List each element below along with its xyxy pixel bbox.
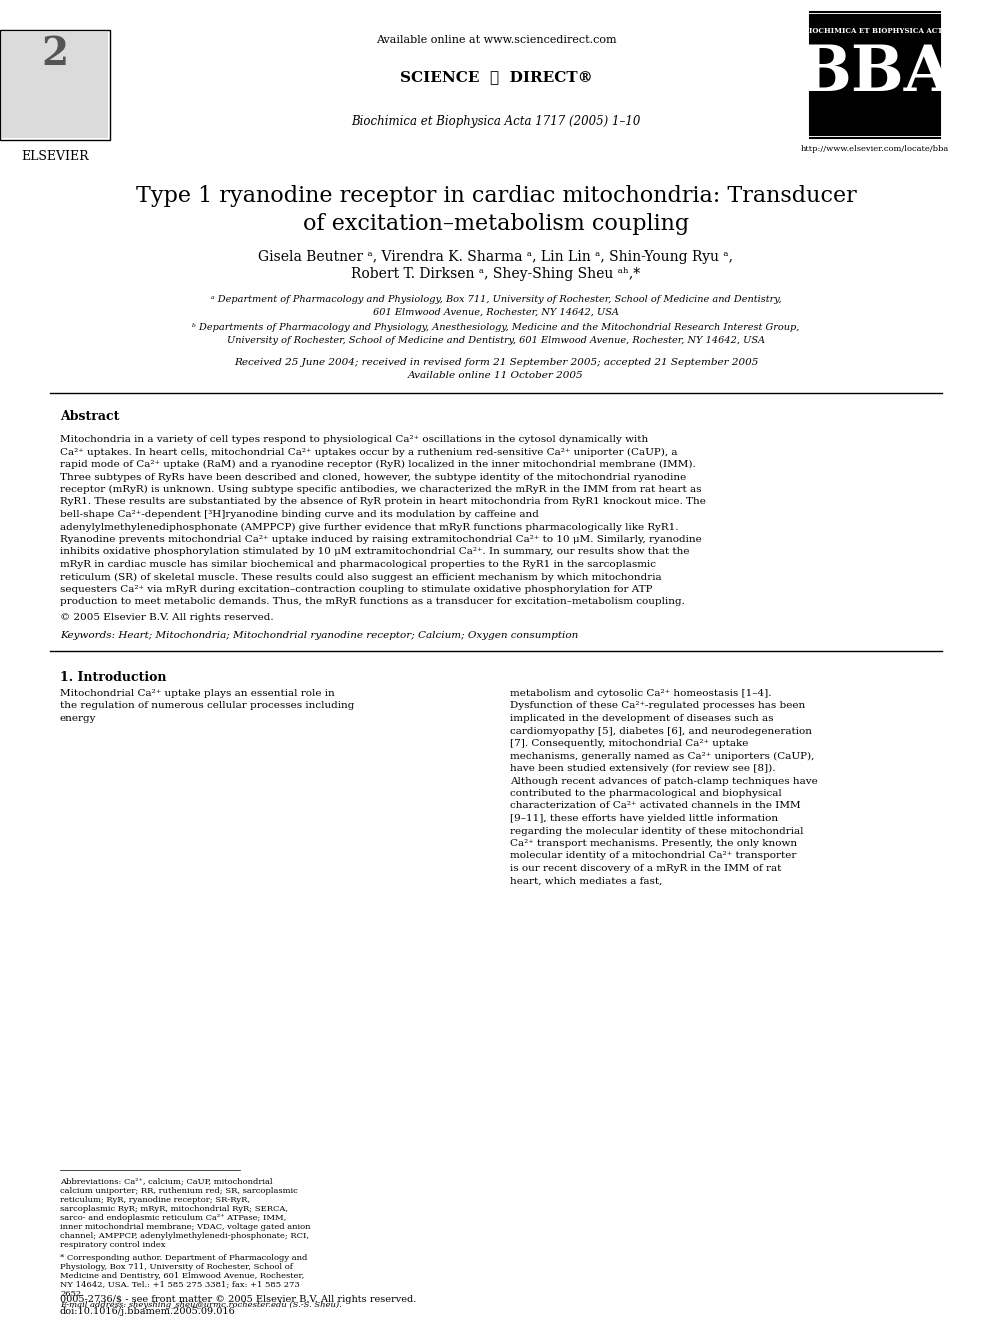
- Text: © 2005 Elsevier B.V. All rights reserved.: © 2005 Elsevier B.V. All rights reserved…: [60, 613, 274, 622]
- Text: BIOCHIMICA ET BIOPHYSICA ACTA: BIOCHIMICA ET BIOPHYSICA ACTA: [803, 26, 947, 34]
- Text: E-mail address: sheyshing_sheu@urmc.rochester.edu (S.-S. Sheu).: E-mail address: sheyshing_sheu@urmc.roch…: [60, 1301, 342, 1308]
- Text: NY 14642, USA. Tel.: +1 585 275 3381; fax: +1 585 273: NY 14642, USA. Tel.: +1 585 275 3381; fa…: [60, 1281, 300, 1289]
- Text: Available online at www.sciencedirect.com: Available online at www.sciencedirect.co…: [376, 34, 616, 45]
- Text: calcium uniporter; RR, ruthenium red; SR, sarcoplasmic: calcium uniporter; RR, ruthenium red; SR…: [60, 1187, 298, 1195]
- Text: Medicine and Dentistry, 601 Elmwood Avenue, Rochester,: Medicine and Dentistry, 601 Elmwood Aven…: [60, 1271, 305, 1279]
- Text: production to meet metabolic demands. Thus, the mRyR functions as a transducer f: production to meet metabolic demands. Th…: [60, 598, 684, 606]
- Bar: [810, 15, 940, 135]
- Text: regarding the molecular identity of these mitochondrial: regarding the molecular identity of thes…: [510, 827, 804, 836]
- Text: University of Rochester, School of Medicine and Dentistry, 601 Elmwood Avenue, R: University of Rochester, School of Medic…: [227, 336, 765, 345]
- Text: energy: energy: [60, 714, 96, 722]
- Text: Ca²⁺ uptakes. In heart cells, mitochondrial Ca²⁺ uptakes occur by a ruthenium re: Ca²⁺ uptakes. In heart cells, mitochondr…: [60, 447, 678, 456]
- Text: receptor (mRyR) is unknown. Using subtype specific antibodies, we characterized : receptor (mRyR) is unknown. Using subtyp…: [60, 486, 701, 493]
- Text: Although recent advances of patch-clamp techniques have: Although recent advances of patch-clamp …: [510, 777, 817, 786]
- Text: Dysfunction of these Ca²⁺-regulated processes has been: Dysfunction of these Ca²⁺-regulated proc…: [510, 701, 806, 710]
- Text: ELSEVIER: ELSEVIER: [21, 149, 89, 163]
- Text: respiratory control index: respiratory control index: [60, 1241, 166, 1249]
- Text: mRyR in cardiac muscle has similar biochemical and pharmacological properties to: mRyR in cardiac muscle has similar bioch…: [60, 560, 656, 569]
- Text: Abbreviations: Ca²⁺, calcium; CaUP, mitochondrial: Abbreviations: Ca²⁺, calcium; CaUP, mito…: [60, 1177, 273, 1185]
- Text: Robert T. Dirksen ᵃ, Shey-Shing Sheu ᵃʰ,*: Robert T. Dirksen ᵃ, Shey-Shing Sheu ᵃʰ,…: [351, 267, 641, 280]
- Text: molecular identity of a mitochondrial Ca²⁺ transporter: molecular identity of a mitochondrial Ca…: [510, 852, 797, 860]
- Text: channel; AMPPCP, adenylylmethylenedi-phosphonate; RCI,: channel; AMPPCP, adenylylmethylenedi-pho…: [60, 1232, 309, 1240]
- Text: Biochimica et Biophysica Acta 1717 (2005) 1–10: Biochimica et Biophysica Acta 1717 (2005…: [351, 115, 641, 128]
- Bar: [0, 30, 110, 140]
- Text: inner mitochondrial membrane; VDAC, voltage gated anion: inner mitochondrial membrane; VDAC, volt…: [60, 1222, 310, 1230]
- Text: adenylylmethylenediphosphonate (AMPPCP) give further evidence that mRyR function: adenylylmethylenediphosphonate (AMPPCP) …: [60, 523, 679, 532]
- Text: ᵇ Departments of Pharmacology and Physiology, Anesthesiology, Medicine and the M: ᵇ Departments of Pharmacology and Physio…: [192, 323, 800, 332]
- Text: cardiomyopathy [5], diabetes [6], and neurodegeneration: cardiomyopathy [5], diabetes [6], and ne…: [510, 726, 812, 736]
- Text: SCIENCE  ⓓ  DIRECT®: SCIENCE ⓓ DIRECT®: [400, 70, 592, 83]
- Text: RyR1. These results are substantiated by the absence of RyR protein in heart mit: RyR1. These results are substantiated by…: [60, 497, 706, 507]
- Text: [9–11], these efforts have yielded little information: [9–11], these efforts have yielded littl…: [510, 814, 778, 823]
- Text: Ryanodine prevents mitochondrial Ca²⁺ uptake induced by raising extramitochondri: Ryanodine prevents mitochondrial Ca²⁺ up…: [60, 534, 701, 544]
- Text: Received 25 June 2004; received in revised form 21 September 2005; accepted 21 S: Received 25 June 2004; received in revis…: [234, 359, 758, 366]
- Text: bell-shape Ca²⁺-dependent [³H]ryanodine binding curve and its modulation by caff: bell-shape Ca²⁺-dependent [³H]ryanodine …: [60, 509, 539, 519]
- Text: Gisela Beutner ᵃ, Virendra K. Sharma ᵃ, Lin Lin ᵃ, Shin-Young Ryu ᵃ,: Gisela Beutner ᵃ, Virendra K. Sharma ᵃ, …: [259, 250, 733, 265]
- Text: reticulum (SR) of skeletal muscle. These results could also suggest an efficient: reticulum (SR) of skeletal muscle. These…: [60, 573, 662, 582]
- Text: contributed to the pharmacological and biophysical: contributed to the pharmacological and b…: [510, 789, 782, 798]
- Text: Ca²⁺ transport mechanisms. Presently, the only known: Ca²⁺ transport mechanisms. Presently, th…: [510, 839, 798, 848]
- Text: Mitochondria in a variety of cell types respond to physiological Ca²⁺ oscillatio: Mitochondria in a variety of cell types …: [60, 435, 648, 445]
- Text: implicated in the development of diseases such as: implicated in the development of disease…: [510, 714, 774, 722]
- Text: of excitation–metabolism coupling: of excitation–metabolism coupling: [303, 213, 689, 235]
- Text: rapid mode of Ca²⁺ uptake (RaM) and a ryanodine receptor (RyR) localized in the : rapid mode of Ca²⁺ uptake (RaM) and a ry…: [60, 460, 695, 470]
- Text: is our recent discovery of a mRyR in the IMM of rat: is our recent discovery of a mRyR in the…: [510, 864, 782, 873]
- Text: sarcoplasmic RyR; mRyR, mitochondrial RyR; SERCA,: sarcoplasmic RyR; mRyR, mitochondrial Ry…: [60, 1205, 288, 1213]
- Text: http://www.elsevier.com/locate/bba: http://www.elsevier.com/locate/bba: [801, 146, 949, 153]
- Text: Physiology, Box 711, University of Rochester, School of: Physiology, Box 711, University of Roche…: [60, 1263, 293, 1271]
- Text: 601 Elmwood Avenue, Rochester, NY 14642, USA: 601 Elmwood Avenue, Rochester, NY 14642,…: [373, 308, 619, 318]
- Text: Abstract: Abstract: [60, 410, 119, 423]
- Text: metabolism and cytosolic Ca²⁺ homeostasis [1–4].: metabolism and cytosolic Ca²⁺ homeostasi…: [510, 689, 772, 699]
- Text: Three subtypes of RyRs have been described and cloned, however, the subtype iden: Three subtypes of RyRs have been describ…: [60, 472, 686, 482]
- Text: Mitochondrial Ca²⁺ uptake plays an essential role in: Mitochondrial Ca²⁺ uptake plays an essen…: [60, 689, 334, 699]
- Text: Keywords: Heart; Mitochondria; Mitochondrial ryanodine receptor; Calcium; Oxygen: Keywords: Heart; Mitochondria; Mitochond…: [60, 631, 578, 640]
- Text: Available online 11 October 2005: Available online 11 October 2005: [408, 370, 584, 380]
- Text: doi:10.1016/j.bbamem.2005.09.016: doi:10.1016/j.bbamem.2005.09.016: [60, 1307, 236, 1316]
- Text: Type 1 ryanodine receptor in cardiac mitochondria: Transducer: Type 1 ryanodine receptor in cardiac mit…: [136, 185, 856, 206]
- Text: heart, which mediates a fast,: heart, which mediates a fast,: [510, 877, 663, 885]
- Text: 2: 2: [42, 34, 68, 73]
- Text: sarco- and endoplasmic reticulum Ca²⁺ ATPase; IMM,: sarco- and endoplasmic reticulum Ca²⁺ AT…: [60, 1215, 287, 1222]
- Text: * Corresponding author. Department of Pharmacology and: * Corresponding author. Department of Ph…: [60, 1254, 308, 1262]
- Text: ᵃ Department of Pharmacology and Physiology, Box 711, University of Rochester, S: ᵃ Department of Pharmacology and Physiol…: [210, 295, 782, 304]
- Text: characterization of Ca²⁺ activated channels in the IMM: characterization of Ca²⁺ activated chann…: [510, 802, 801, 811]
- Bar: [2, 32, 108, 138]
- Text: 2652.: 2652.: [60, 1290, 83, 1298]
- Text: the regulation of numerous cellular processes including: the regulation of numerous cellular proc…: [60, 701, 354, 710]
- Text: sequesters Ca²⁺ via mRyR during excitation–contraction coupling to stimulate oxi: sequesters Ca²⁺ via mRyR during excitati…: [60, 585, 653, 594]
- Text: have been studied extensively (for review see [8]).: have been studied extensively (for revie…: [510, 763, 776, 773]
- Text: reticulum; RyR, ryanodine receptor; SR-RyR,: reticulum; RyR, ryanodine receptor; SR-R…: [60, 1196, 250, 1204]
- Text: BBA: BBA: [798, 44, 952, 105]
- Text: [7]. Consequently, mitochondrial Ca²⁺ uptake: [7]. Consequently, mitochondrial Ca²⁺ up…: [510, 740, 748, 747]
- Text: 0005-2736/$ - see front matter © 2005 Elsevier B.V. All rights reserved.: 0005-2736/$ - see front matter © 2005 El…: [60, 1295, 417, 1304]
- Text: 1. Introduction: 1. Introduction: [60, 671, 167, 684]
- Text: inhibits oxidative phosphorylation stimulated by 10 μM extramitochondrial Ca²⁺. : inhibits oxidative phosphorylation stimu…: [60, 548, 689, 557]
- Text: mechanisms, generally named as Ca²⁺ uniporters (CaUP),: mechanisms, generally named as Ca²⁺ unip…: [510, 751, 814, 761]
